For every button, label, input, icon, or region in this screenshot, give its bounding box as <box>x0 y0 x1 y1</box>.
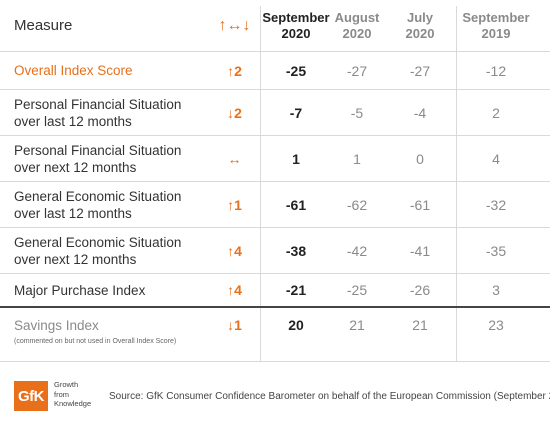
change-cell: ↔ <box>212 136 257 181</box>
measure-label: Overall Index Score <box>14 63 133 78</box>
value-sep-2020: -21 <box>285 282 307 298</box>
arrow-up-icon: ↑ <box>227 242 235 259</box>
value-jul-2020: -27 <box>409 62 431 79</box>
change-cell: ↑ 4 <box>227 282 242 298</box>
value-aug-2020: 1 <box>353 150 361 167</box>
arrow-up-icon: ↑ <box>227 62 235 79</box>
measure-label: Personal Financial Situation over next 12… <box>14 142 182 175</box>
change-direction-icon: ↑↔↓ <box>218 16 251 34</box>
value-sep-2019: 23 <box>488 317 504 333</box>
value-aug-2020: 21 <box>349 317 365 333</box>
table-row-general-next: General Economic Situation over next 12 m… <box>0 228 550 274</box>
change-cell: ↑ 1 <box>227 196 242 213</box>
change-cell: ↑ 4 <box>227 242 242 259</box>
change-cell: ↓ 2 <box>227 104 242 121</box>
col-header-sep-2019: September 2019 <box>462 9 530 41</box>
value-jul-2020: -26 <box>409 282 431 298</box>
value-jul-2020: -41 <box>409 242 431 259</box>
logo-tagline: Growth from Knowledge <box>54 380 92 408</box>
value-sep-2020: -25 <box>285 62 307 79</box>
table-row-personal-last: Personal Financial Situation over last 12… <box>0 90 550 136</box>
table-row-savings-index: Savings Index (commented on but not used… <box>0 308 550 362</box>
measure-label: General Economic Situation over next 12 m… <box>14 234 182 267</box>
value-aug-2020: -25 <box>346 282 368 298</box>
change-cell: ↓ 1 <box>227 317 242 333</box>
savings-note: (commented on but not used in Overall In… <box>14 338 177 345</box>
value-sep-2020: -7 <box>289 104 303 121</box>
value-jul-2020: 0 <box>416 150 424 167</box>
value-sep-2020: 1 <box>292 150 300 167</box>
table-row-major-purchase: Major Purchase Index ↑ 4 -21 -25 -26 3 <box>0 274 550 308</box>
source-note: Source: GfK Consumer Confidence Baromete… <box>109 391 550 402</box>
measure-label: Personal Financial Situation over last 12… <box>14 96 182 129</box>
measure-label: General Economic Situation over last 12 m… <box>14 188 182 221</box>
value-sep-2020: 20 <box>288 317 304 333</box>
arrow-down-icon: ↓ <box>227 104 235 121</box>
table-header-row: Measure ↑↔↓ September 2020 August 2020 J… <box>0 0 550 52</box>
value-aug-2020: -62 <box>346 196 368 213</box>
col-header-sep-2020: September 2020 <box>262 9 330 41</box>
value-jul-2020: -4 <box>413 104 427 121</box>
table-row-personal-next: Personal Financial Situation over next 12… <box>0 136 550 182</box>
footer: GfK Growth from Knowledge Source: GfK Co… <box>14 377 550 417</box>
value-aug-2020: -5 <box>350 104 364 121</box>
col-header-aug-2020: August 2020 <box>334 9 380 41</box>
col-header-jul-2020: July 2020 <box>405 9 435 41</box>
value-aug-2020: -27 <box>346 62 368 79</box>
value-jul-2020: 21 <box>412 317 428 333</box>
measure-label: Major Purchase Index <box>14 282 146 298</box>
table-row-general-last: General Economic Situation over last 12 m… <box>0 182 550 228</box>
value-sep-2019: -35 <box>485 242 507 259</box>
value-aug-2020: -42 <box>346 242 368 259</box>
arrow-down-icon: ↓ <box>227 317 235 333</box>
table-row-overall-index: Overall Index Score ↑ 2 -25 -27 -27 -12 <box>0 52 550 90</box>
arrow-up-icon: ↑ <box>227 196 235 213</box>
value-sep-2020: -38 <box>285 242 307 259</box>
measure-label: Savings Index (commented on but not used… <box>14 318 177 345</box>
value-jul-2020: -61 <box>409 196 431 213</box>
value-sep-2019: 3 <box>492 282 500 298</box>
arrow-up-icon: ↑ <box>227 282 235 298</box>
measure-header: Measure <box>14 17 73 34</box>
column-divider <box>456 6 457 361</box>
value-sep-2020: -61 <box>285 196 307 213</box>
value-sep-2019: 2 <box>492 104 500 121</box>
change-cell: ↑ 2 <box>227 62 242 79</box>
value-sep-2019: -12 <box>485 62 507 79</box>
value-sep-2019: 4 <box>492 150 500 167</box>
gfk-logo: GfK <box>14 381 48 411</box>
column-divider <box>260 6 261 361</box>
arrow-left-right-icon: ↔ <box>227 150 242 167</box>
value-sep-2019: -32 <box>485 196 507 213</box>
